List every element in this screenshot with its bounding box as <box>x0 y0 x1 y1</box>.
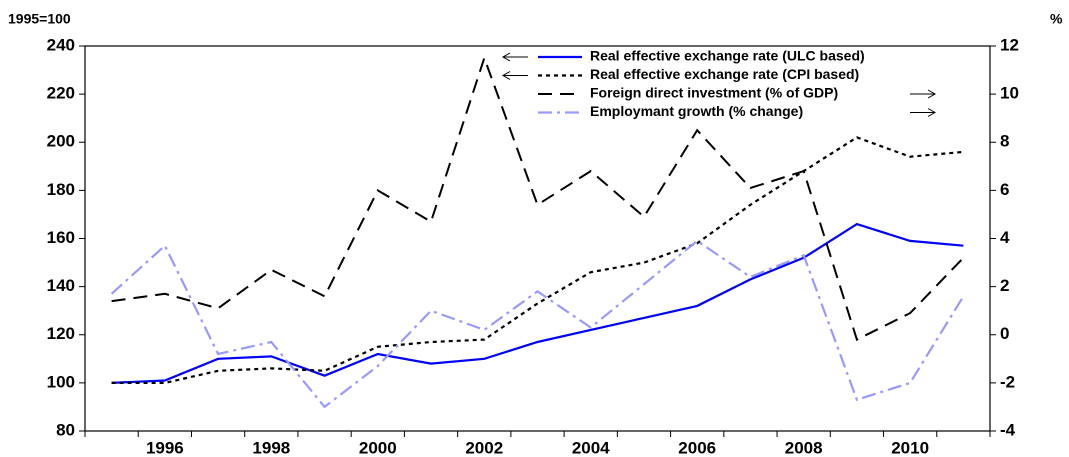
legend-label: Foreign direct investment (% of GDP) <box>590 85 838 101</box>
y-tick-label: 220 <box>47 84 75 103</box>
y2-axis-label: % <box>1050 11 1063 27</box>
x-tick-label: 2008 <box>785 438 823 457</box>
y2-tick-label: -4 <box>1000 420 1016 439</box>
series-line <box>111 54 965 342</box>
y-tick-label: 200 <box>47 132 75 151</box>
y2-tick-label: 0 <box>1000 324 1009 343</box>
y2-tick-label: -2 <box>1000 372 1015 391</box>
y-axis-label: 1995=100 <box>8 11 71 27</box>
y-tick-label: 160 <box>47 228 75 247</box>
axis-arrow <box>501 52 528 62</box>
y-tick-label: 120 <box>47 324 75 343</box>
y-tick-label: 80 <box>56 420 75 439</box>
x-tick-label: 1996 <box>146 438 184 457</box>
y2-tick-label: 6 <box>1000 180 1009 199</box>
y2-tick-label: 4 <box>1000 228 1010 247</box>
axis-arrow <box>910 108 937 117</box>
series-line <box>110 239 965 409</box>
x-tick-label: 2010 <box>891 438 929 457</box>
y2-tick-label: 10 <box>1000 84 1019 103</box>
y-tick-label: 240 <box>47 35 75 54</box>
x-tick-label: 2004 <box>572 438 610 457</box>
axis-arrow <box>501 71 528 80</box>
y2-tick-label: 2 <box>1000 276 1009 295</box>
y-tick-label: 140 <box>47 276 75 295</box>
y2-tick-label: 12 <box>1000 35 1019 54</box>
legend-label: Real effective exchange rate (ULC based) <box>590 48 865 64</box>
x-tick-label: 2006 <box>678 438 716 457</box>
axis-arrow <box>910 89 937 99</box>
y-tick-label: 180 <box>47 180 75 199</box>
x-tick-label: 2002 <box>465 438 503 457</box>
plot-frame <box>84 45 991 432</box>
series-line <box>111 136 964 384</box>
legend-label: Real effective exchange rate (CPI based) <box>590 66 859 82</box>
y2-tick-label: 8 <box>1000 132 1009 151</box>
y-tick-label: 100 <box>47 372 75 391</box>
legend-label: Employmant growth (% change) <box>590 103 803 119</box>
series-line <box>111 222 964 384</box>
x-tick-label: 2000 <box>359 438 397 457</box>
x-tick-label: 1998 <box>252 438 290 457</box>
